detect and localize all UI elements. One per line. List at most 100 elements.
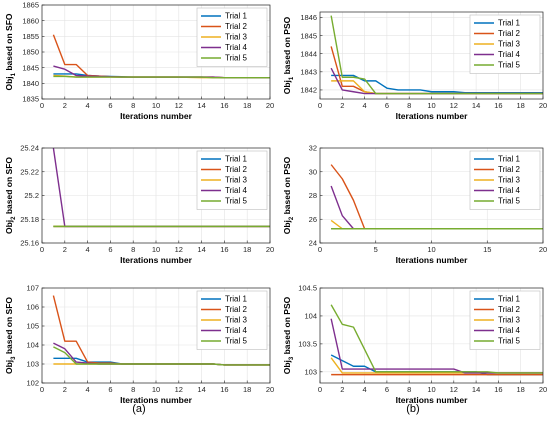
y-axis-label: Obj2 based on SFO [4,157,17,234]
x-tick-label: 10 [152,385,160,394]
x-tick-label: 20 [266,245,274,254]
y-tick-label: 25.18 [20,215,39,224]
x-tick-label: 2 [63,385,67,394]
legend-label: Trial 2 [498,29,520,38]
legend-label: Trial 4 [225,186,247,195]
chart-b3: 0 2 4 6 8 10 12 14 16 18 20 103 103.5 104 104.5 Iterati… [282,284,547,405]
y-tick-label: 1865 [22,1,39,10]
y-tick-label: 26 [309,215,317,224]
x-tick-label: 20 [266,385,274,394]
chart-b1: 0 2 4 6 8 10 12 14 16 18 20 1842 1843 1844 1845 1846 Ite… [282,11,547,121]
legend-label: Trial 5 [225,197,247,206]
x-tick-label: 12 [450,385,458,394]
legend-label: Trial 5 [225,337,247,346]
legend-label: Trial 1 [498,295,520,304]
x-tick-label: 15 [483,245,491,254]
x-tick-label: 4 [86,385,90,394]
x-tick-label: 18 [243,101,251,110]
y-axis-label: Obj3 based on PSO [282,296,295,374]
x-tick-label: 18 [517,101,525,110]
y-tick-label: 25.2 [24,191,39,200]
legend-label: Trial 5 [498,337,520,346]
x-tick-label: 6 [385,385,389,394]
legend-label: Trial 2 [225,305,247,314]
legend-label: Trial 3 [225,33,247,42]
x-tick-label: 8 [407,101,411,110]
x-axis-label: Iterations number [120,395,192,405]
x-tick-label: 8 [131,101,135,110]
legend-label: Trial 2 [225,22,247,31]
x-tick-label: 0 [40,101,44,110]
legend-label: Trial 1 [498,155,520,164]
legend-label: Trial 5 [498,197,520,206]
chart-a2: 0 2 4 6 8 10 12 14 16 18 20 25.16 25.18 25.2 25.22 25.2… [4,144,274,265]
y-axis-label: Obj3 based on SFO [4,297,17,374]
legend-label: Trial 3 [498,176,520,185]
y-tick-label: 1860 [22,16,39,25]
legend-label: Trial 4 [498,326,520,335]
x-tick-label: 2 [340,385,344,394]
x-tick-label: 0 [318,385,322,394]
legend-label: Trial 1 [225,295,247,304]
y-tick-label: 1850 [22,48,39,57]
y-tick-label: 1835 [22,95,39,104]
chart-b2: 0 5 10 15 20 24 26 28 30 32 Iterations number Obj2 … [282,144,547,265]
x-tick-label: 14 [472,101,480,110]
legend-label: Trial 2 [498,165,520,174]
x-tick-label: 2 [63,245,67,254]
series-line-5 [330,304,543,374]
panel-label-a: (a) [132,403,145,415]
legend-label: Trial 2 [225,165,247,174]
series-line-5 [53,346,270,366]
y-tick-label: 106 [26,303,39,312]
x-tick-label: 5 [374,245,378,254]
x-tick-label: 0 [40,385,44,394]
x-axis-label: Iterations number [396,255,468,265]
x-tick-label: 16 [220,245,228,254]
legend-label: Trial 1 [225,155,247,164]
x-tick-label: 10 [152,101,160,110]
x-tick-label: 6 [108,385,112,394]
panel-label-b: (b) [406,403,419,415]
y-tick-label: 103.5 [298,340,317,349]
x-tick-label: 0 [318,245,322,254]
x-tick-label: 6 [108,245,112,254]
x-tick-label: 12 [175,245,183,254]
legend-label: Trial 5 [498,61,520,70]
x-tick-label: 4 [86,101,90,110]
y-tick-label: 102 [26,379,39,388]
x-tick-label: 16 [494,385,502,394]
x-tick-label: 20 [266,101,274,110]
y-tick-label: 103 [26,360,39,369]
x-tick-label: 6 [385,101,389,110]
legend-label: Trial 3 [225,316,247,325]
x-tick-label: 10 [152,245,160,254]
legend-label: Trial 4 [498,186,520,195]
legend-label: Trial 4 [225,43,247,52]
legend-label: Trial 5 [225,54,247,63]
x-tick-label: 16 [220,385,228,394]
x-tick-label: 20 [539,101,547,110]
y-axis-label: Obj1 based on PSO [282,16,295,94]
x-tick-label: 10 [427,245,435,254]
y-tick-label: 28 [309,191,317,200]
y-tick-label: 32 [309,144,317,153]
y-tick-label: 104 [26,341,39,350]
y-tick-label: 25.22 [20,167,39,176]
x-tick-label: 14 [197,101,205,110]
y-tick-label: 104 [304,312,317,321]
x-axis-label: Iterations number [396,395,468,405]
y-tick-label: 103 [304,368,317,377]
x-axis-label: Iterations number [120,255,192,265]
series-line-5 [330,15,543,95]
x-tick-label: 14 [197,245,205,254]
x-tick-label: 8 [131,245,135,254]
chart-a3: 0 2 4 6 8 10 12 14 16 18 20 102 103 104 105 106 107 Itera… [4,284,274,405]
y-tick-label: 1840 [22,79,39,88]
x-tick-label: 18 [243,385,251,394]
